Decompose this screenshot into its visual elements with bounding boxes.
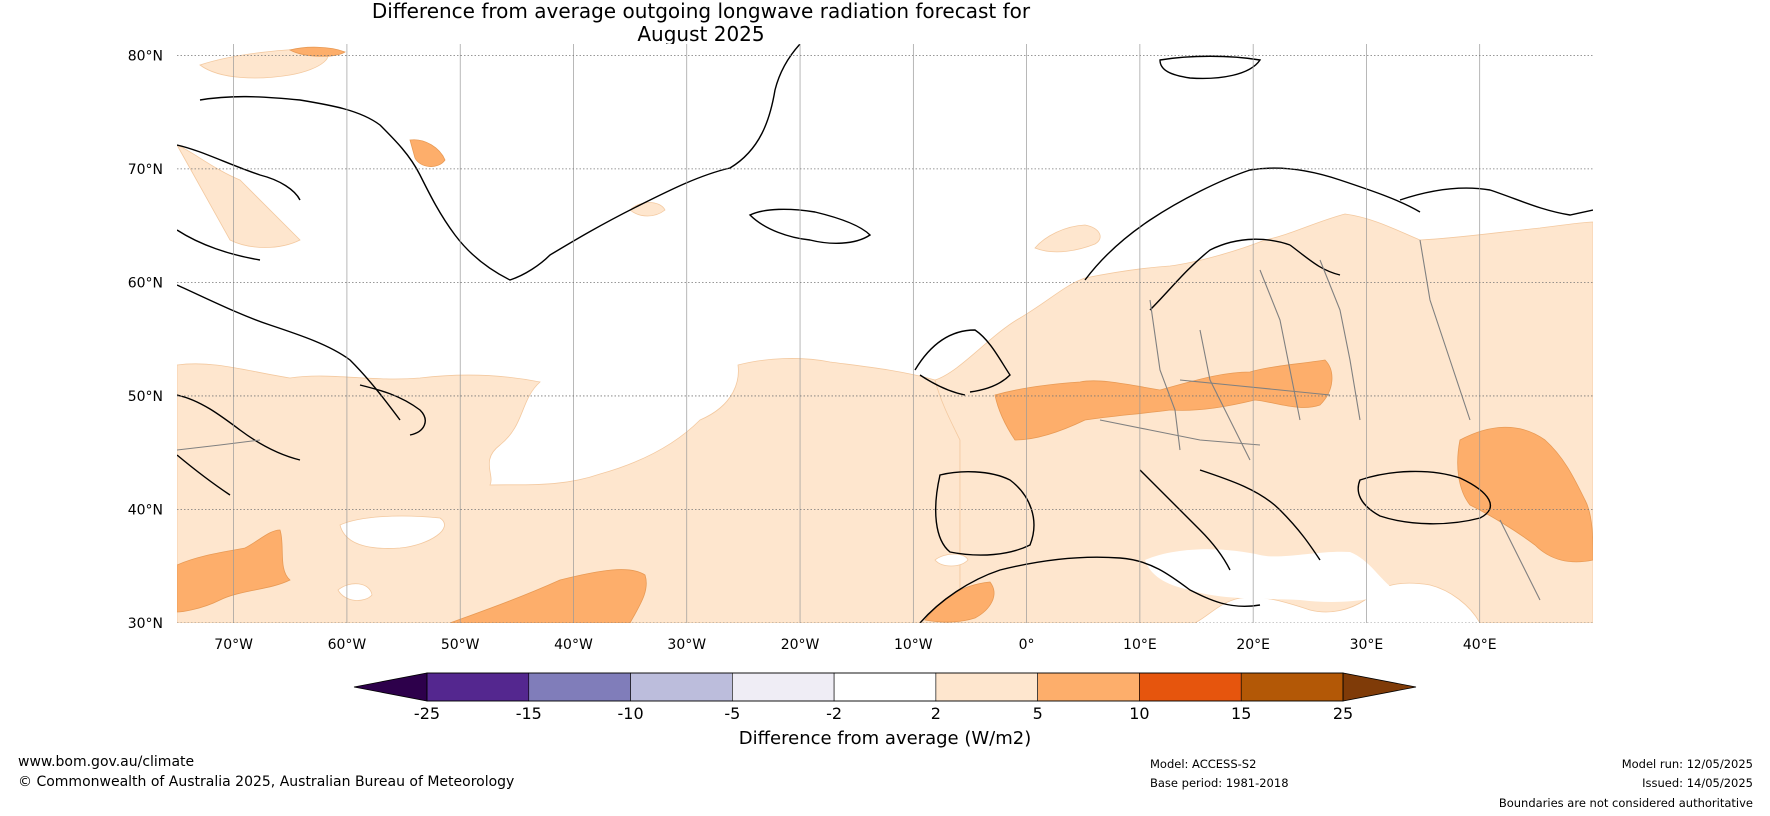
coastline-italy — [1139, 469, 1231, 571]
model-text: Model: ACCESS-S2 — [1150, 757, 1257, 771]
colorbar-tick-label: 10 — [1129, 704, 1149, 723]
coastline-svalbard — [1159, 55, 1262, 80]
latitude-label: 60°N — [128, 275, 163, 291]
colorbar-under-arrow — [353, 672, 428, 702]
latitude-label: 40°N — [128, 502, 163, 518]
longitude-label: 60°W — [328, 637, 367, 653]
anomaly-area-greenland — [409, 139, 446, 167]
title-line-2: August 2025 — [637, 22, 765, 46]
colorbar-segment — [732, 672, 835, 702]
colorbar-segment — [426, 672, 530, 702]
anomaly-area-canada — [177, 144, 301, 248]
coastline-balkans — [1199, 469, 1321, 561]
colorbar-tick-label: 25 — [1333, 704, 1353, 723]
anomaly-field — [177, 44, 1593, 623]
longitude-label: 10°E — [1123, 637, 1157, 653]
longitude-label: 30°E — [1350, 637, 1384, 653]
chart-title: Difference from average outgoing longwav… — [0, 0, 1402, 46]
anomaly-area-france — [994, 359, 1333, 441]
coastline-iceland — [748, 208, 872, 244]
coastline-newfoundland — [177, 384, 426, 496]
latitude-labels: 80°N 70°N 60°N 50°N 40°N 30°N — [128, 48, 163, 632]
anomaly-area-atlantic — [177, 358, 961, 623]
longitude-label: 20°W — [781, 637, 820, 653]
border-3 — [1259, 269, 1301, 421]
coastline-norway — [1084, 167, 1421, 281]
longitude-label: 30°W — [667, 637, 706, 653]
longitude-label: 50°W — [441, 637, 480, 653]
colorbar-segment — [1037, 672, 1140, 702]
border-2 — [1199, 329, 1251, 461]
colorbar-segment — [528, 672, 631, 702]
longitude-label: 20°E — [1236, 637, 1270, 653]
colorbar-tick-label: -2 — [826, 704, 842, 723]
neutral-area-subtropics — [339, 515, 445, 549]
base-period-text: Base period: 1981-2018 — [1150, 776, 1289, 790]
coastline-russia-arctic — [1399, 187, 1593, 216]
colorbar-segment — [1240, 672, 1344, 702]
gridlines — [177, 44, 1593, 623]
colorbar-segment — [935, 672, 1038, 702]
colorbar-label: Difference from average (W/m2) — [738, 728, 1032, 749]
coastlines — [177, 44, 1593, 623]
longitude-label: 0° — [1019, 637, 1035, 653]
coastline-africa — [919, 556, 1261, 623]
border-7 — [1419, 239, 1471, 421]
colorbar-tick-label: 5 — [1033, 704, 1043, 723]
colorbar-segment — [833, 672, 937, 702]
anomaly-area-iceland — [1034, 224, 1101, 253]
neutral-area-small-2 — [934, 553, 969, 567]
border-8 — [1499, 519, 1541, 601]
latitude-label: 30°N — [128, 616, 163, 632]
colorbar-tick-label: -25 — [414, 704, 440, 723]
website-link[interactable]: www.bom.gov.au/climate — [18, 754, 195, 770]
longitude-label: 70°W — [214, 637, 253, 653]
copyright-text: © Commonwealth of Australia 2025, Austra… — [18, 774, 515, 790]
disclaimer-text: Boundaries are not considered authoritat… — [1498, 796, 1753, 810]
colorbar-over-arrow — [1342, 672, 1417, 702]
colorbar-frame — [426, 672, 1344, 702]
latitude-label: 50°N — [128, 389, 163, 405]
country-borders — [177, 239, 1541, 601]
colorbar-tick-label: 15 — [1231, 704, 1251, 723]
colorbar-segment — [1139, 672, 1242, 702]
colorbar: -25 -15 -10 -5 -2 2 5 10 15 25 — [353, 672, 1417, 723]
longitude-labels: 70°W 60°W 50°W 40°W 30°W 20°W 10°W 0° 10°E 20°E 30… — [214, 637, 1496, 653]
border-4 — [1319, 259, 1361, 421]
latitude-label: 80°N — [128, 48, 163, 64]
longitude-label: 40°E — [1463, 637, 1497, 653]
longitude-label: 10°W — [894, 637, 933, 653]
neutral-area-med — [1145, 549, 1395, 602]
colorbar-tick-label: -10 — [617, 704, 643, 723]
colorbar-tick-label: 2 — [931, 704, 941, 723]
issued-text: Issued: 14/05/2025 — [1642, 776, 1753, 790]
title-line-1: Difference from average outgoing longwav… — [371, 0, 1031, 23]
border-5 — [1099, 419, 1261, 446]
coastline-canada-arctic — [177, 144, 401, 421]
colorbar-segment — [630, 672, 733, 702]
border-1 — [1149, 299, 1181, 451]
coastline-greenland — [199, 44, 801, 281]
anomaly-area-black-sea — [1457, 426, 1593, 563]
coastline-uk-ireland — [914, 329, 1011, 396]
colorbar-tick-label: -5 — [724, 704, 740, 723]
anomaly-area-mid-atlantic — [449, 569, 647, 623]
model-run-text: Model run: 12/05/2025 — [1621, 757, 1753, 771]
latitude-label: 70°N — [128, 162, 163, 178]
coastline-sweden-finland — [1149, 238, 1341, 311]
anomaly-area-greenland-north — [199, 47, 329, 79]
anomaly-area-greenland-tip — [288, 46, 346, 57]
coastline-iberia — [935, 471, 1035, 556]
longitude-label: 40°W — [554, 637, 593, 653]
colorbar-tick-label: -15 — [516, 704, 542, 723]
border-9 — [177, 439, 261, 451]
border-6 — [1179, 379, 1331, 396]
